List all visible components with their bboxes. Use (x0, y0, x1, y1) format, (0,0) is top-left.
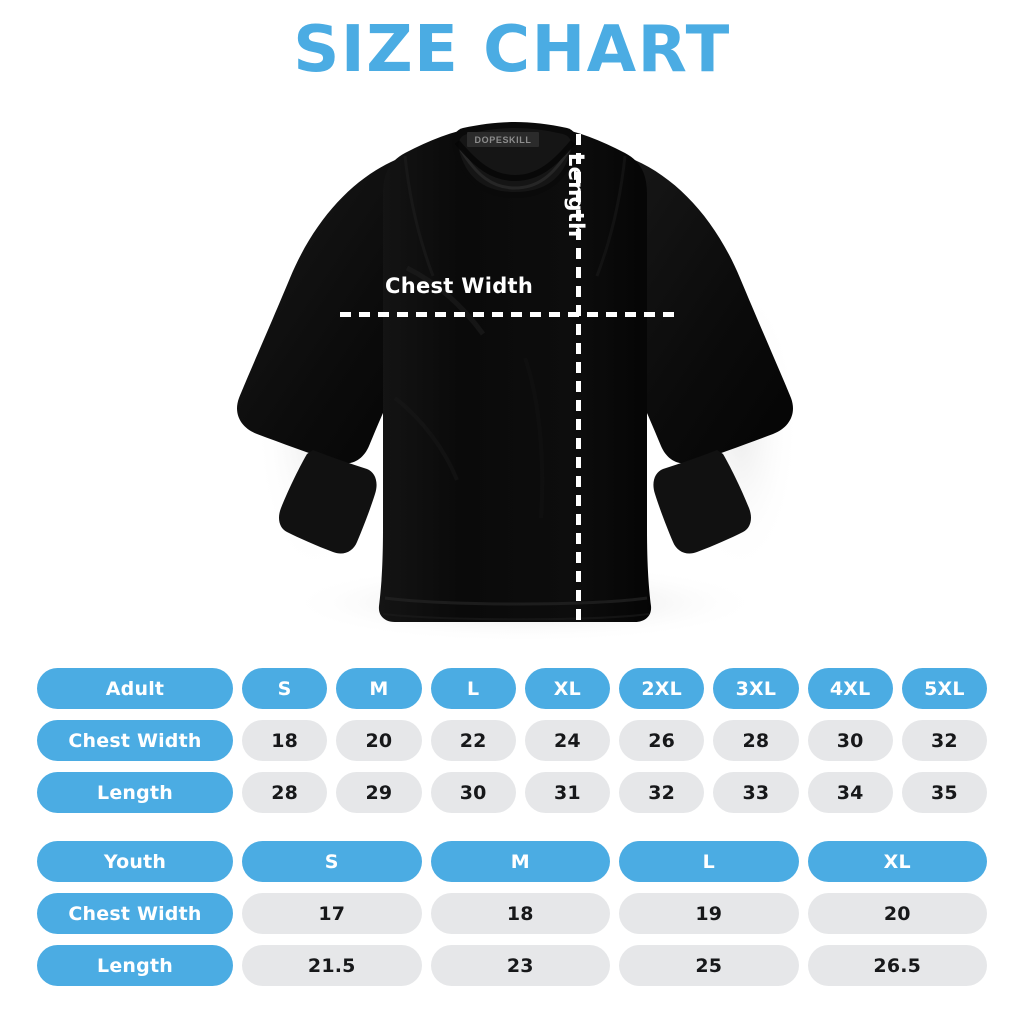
adult-length-label: Length (37, 772, 233, 813)
adult-chest-width-value: 28 (713, 720, 799, 761)
adult-size-cell[interactable]: 5XL (901, 668, 987, 709)
youth-chest-width-value: 17 (242, 893, 422, 934)
adult-size-cell[interactable]: L (430, 668, 516, 709)
adult-size-cell[interactable]: M (336, 668, 422, 709)
adult-length-value: 30 (430, 772, 516, 813)
youth-table-title: Youth (37, 841, 233, 882)
youth-chest-width-value: 20 (807, 893, 987, 934)
youth-length-value: 26.5 (807, 945, 987, 986)
adult-length-value: 29 (336, 772, 422, 813)
adult-length-value: 31 (524, 772, 610, 813)
youth-chest-width-row: Chest Width 17 18 19 20 (37, 893, 987, 934)
chest-width-label: Chest Width (385, 274, 534, 298)
adult-length-row: Length 28 29 30 31 32 33 34 35 (37, 772, 987, 813)
length-dashed-line (576, 115, 581, 620)
adult-chest-width-row: Chest Width 18 20 22 24 26 28 30 32 (37, 720, 987, 761)
youth-length-value: 23 (430, 945, 610, 986)
brand-neck-tag: DOPESKILL (467, 132, 539, 147)
adult-chest-width-value: 18 (242, 720, 328, 761)
adult-chest-width-value: 32 (901, 720, 987, 761)
youth-length-label: Length (37, 945, 233, 986)
page-title: SIZE CHART (293, 13, 731, 87)
length-label: Length (564, 153, 588, 238)
youth-size-cell[interactable]: L (619, 841, 799, 882)
brand-neck-tag-text: DOPESKILL (474, 134, 532, 145)
youth-size-cell[interactable]: M (430, 841, 610, 882)
adult-chest-width-value: 26 (619, 720, 705, 761)
youth-length-row: Length 21.5 23 25 26.5 (37, 945, 987, 986)
adult-size-cell[interactable]: 3XL (713, 668, 799, 709)
youth-chest-width-label: Chest Width (37, 893, 233, 934)
adult-length-value: 28 (242, 772, 328, 813)
adult-size-cell[interactable]: S (242, 668, 328, 709)
youth-size-cell[interactable]: XL (807, 841, 987, 882)
adult-chest-width-label: Chest Width (37, 720, 233, 761)
youth-size-cell[interactable]: S (242, 841, 422, 882)
youth-chest-width-value: 19 (619, 893, 799, 934)
youth-chest-width-value: 18 (430, 893, 610, 934)
adult-size-header-row: Adult S M L XL 2XL 3XL 4XL 5XL (37, 668, 987, 709)
adult-length-value: 32 (619, 772, 705, 813)
adult-size-cell[interactable]: XL (524, 668, 610, 709)
adult-size-cell[interactable]: 4XL (807, 668, 893, 709)
adult-chest-width-value: 20 (336, 720, 422, 761)
adult-length-value: 35 (901, 772, 987, 813)
youth-size-header-row: Youth S M L XL (37, 841, 987, 882)
adult-chest-width-value: 30 (807, 720, 893, 761)
adult-table-title: Adult (37, 668, 233, 709)
chest-width-dashed-line (340, 312, 680, 317)
long-sleeve-shirt-graphic (237, 122, 800, 643)
adult-length-value: 34 (807, 772, 893, 813)
adult-size-table: Adult S M L XL 2XL 3XL 4XL 5XL Chest Wid… (37, 668, 987, 813)
adult-size-cell[interactable]: 2XL (619, 668, 705, 709)
garment-illustration: DOPESKILL Chest Width Length (195, 98, 835, 648)
adult-chest-width-value: 24 (524, 720, 610, 761)
youth-length-value: 21.5 (242, 945, 422, 986)
adult-chest-width-value: 22 (430, 720, 516, 761)
youth-size-table: Youth S M L XL Chest Width 17 18 19 20 L… (37, 841, 987, 986)
adult-length-value: 33 (713, 772, 799, 813)
youth-length-value: 25 (619, 945, 799, 986)
